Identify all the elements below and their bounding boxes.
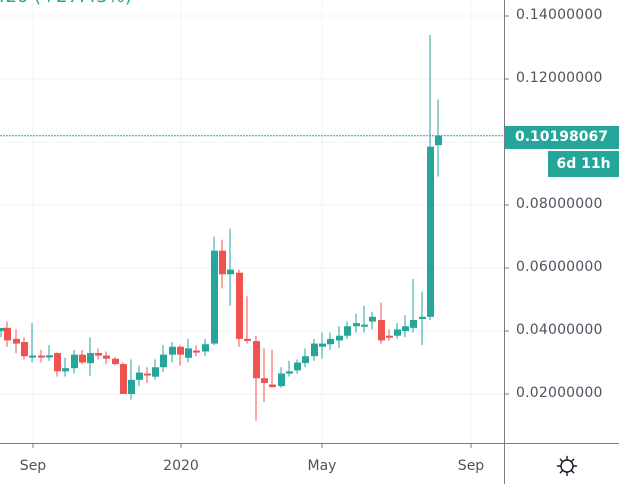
price-tick-label: 0.04000000: [516, 322, 603, 338]
bar-countdown-tag: 6d 11h: [548, 151, 619, 177]
candle: [136, 365, 143, 387]
candle: [87, 337, 94, 376]
price-tick-label: 0.14000000: [516, 7, 603, 23]
candle: [103, 351, 110, 365]
candle: [202, 338, 209, 357]
candle: [193, 345, 200, 357]
candle: [327, 332, 334, 350]
candle: [336, 326, 343, 349]
candle: [278, 367, 285, 388]
candle: [54, 352, 61, 377]
candle: [38, 349, 45, 363]
price-change-label: 420 (+27.43%): [0, 0, 132, 7]
candle: [227, 228, 234, 306]
candle: [46, 345, 53, 361]
time-tick-label: 2020: [163, 458, 199, 474]
candle: [269, 349, 276, 388]
candle: [319, 332, 326, 359]
candle: [419, 291, 426, 346]
candle: [378, 302, 385, 344]
candle: [386, 329, 393, 341]
candle: [394, 323, 401, 339]
candle: [128, 359, 135, 400]
candle: [95, 348, 102, 360]
candle: [152, 359, 159, 380]
candle: [62, 357, 69, 377]
time-tick-label: Sep: [19, 458, 47, 474]
candle: [13, 329, 20, 354]
candle: [261, 348, 268, 402]
candle: [211, 236, 218, 346]
candle: [219, 239, 226, 289]
candle: [177, 345, 184, 366]
price-tick-label: 0.02000000: [516, 385, 603, 401]
candle: [79, 349, 86, 365]
candle: [29, 323, 36, 363]
price-tick-label: 0.08000000: [516, 196, 603, 212]
candle: [169, 342, 176, 363]
candle: [361, 305, 368, 333]
time-tick-label: May: [307, 458, 337, 474]
candle: [4, 321, 11, 347]
candle: [144, 367, 151, 383]
candle: [244, 296, 251, 344]
price-tick-label: 0.12000000: [516, 70, 603, 86]
last-price-tag: 0.10198067: [505, 126, 619, 149]
candles: [0, 34, 442, 421]
candle: [21, 337, 28, 360]
candle: [71, 349, 78, 374]
candle: [286, 360, 293, 377]
candle: [410, 279, 417, 333]
candle: [311, 338, 318, 361]
candle: [0, 327, 5, 338]
price-tick-label: 0.06000000: [516, 259, 603, 275]
candle: [120, 362, 127, 394]
chart-settings-button[interactable]: [555, 454, 579, 478]
candle: [344, 321, 351, 339]
time-tick-label: Sep: [457, 458, 485, 474]
candle: [302, 348, 309, 368]
gridlines: [0, 0, 504, 443]
candle: [369, 312, 376, 330]
candle: [160, 345, 167, 372]
candle: [402, 315, 409, 338]
candle: [427, 34, 434, 320]
candle: [353, 313, 360, 333]
candle: [236, 269, 243, 347]
gear-icon: [556, 455, 578, 477]
candle: [253, 335, 260, 421]
candle: [185, 338, 192, 363]
candle: [294, 359, 301, 374]
candle: [112, 356, 119, 366]
candle: [435, 99, 442, 177]
